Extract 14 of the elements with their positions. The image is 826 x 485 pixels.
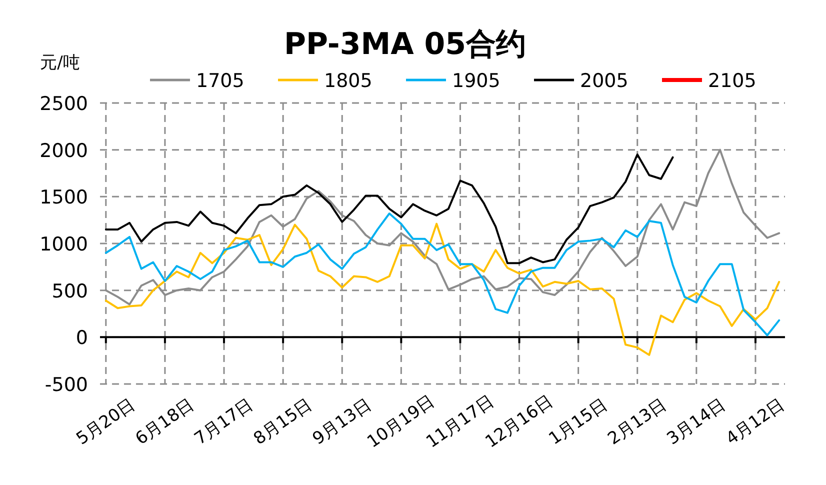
y-tick-label: 0 [76, 327, 88, 350]
y-tick-label: -500 [44, 374, 88, 396]
legend-label: 1705 [196, 70, 244, 92]
y-tick-label: 500 [52, 280, 88, 302]
chart-title: PP-3MA 05合约 [284, 27, 526, 62]
y-tick-label: 2000 [40, 140, 88, 162]
y-axis-title: 元/吨 [40, 53, 80, 73]
y-tick-label: 2500 [40, 93, 88, 115]
y-tick-label: 1000 [40, 234, 88, 256]
legend-label: 1805 [324, 70, 372, 92]
legend-label: 1905 [452, 70, 500, 92]
legend-label: 2105 [708, 70, 756, 92]
y-tick-label: 1500 [40, 186, 88, 209]
legend-label: 2005 [580, 70, 628, 92]
